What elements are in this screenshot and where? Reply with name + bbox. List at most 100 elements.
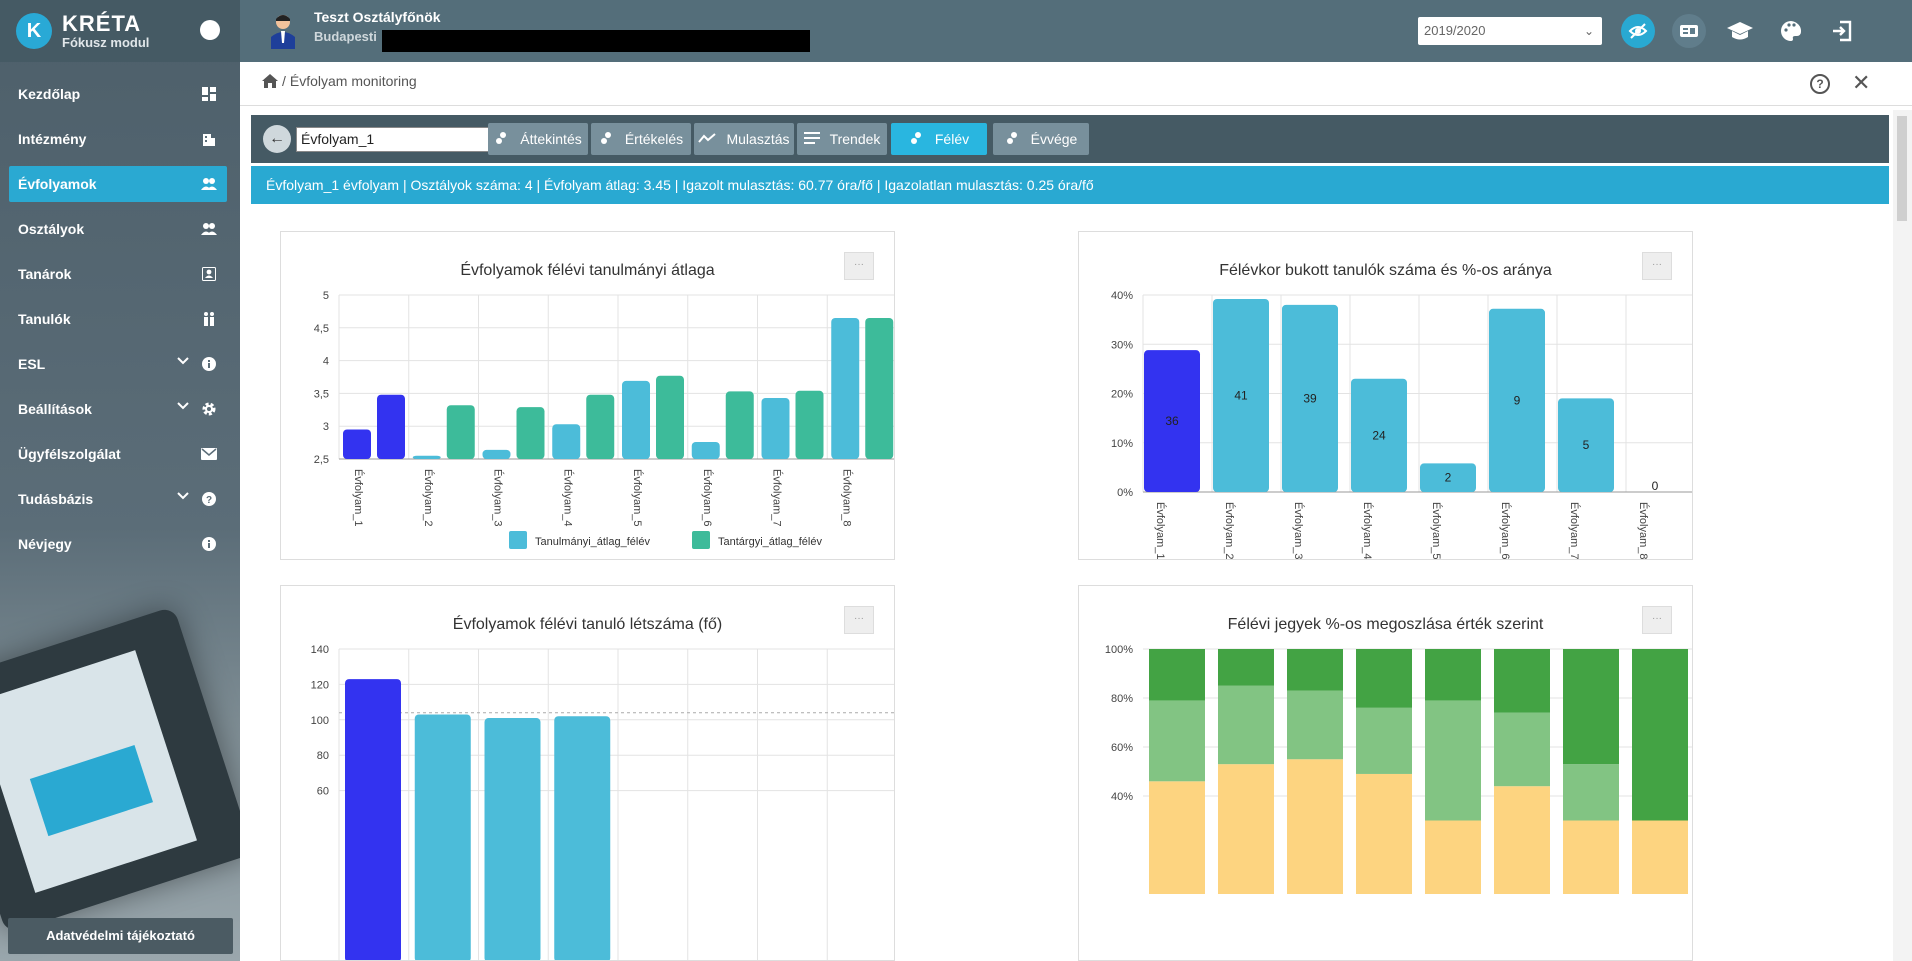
y-tick-label: 4,5	[314, 323, 329, 335]
id-card-icon[interactable]	[1672, 14, 1706, 48]
tab-label: Trendek	[829, 131, 881, 147]
chart-card-grade-distribution: 40% 60% 80% 100% Félévi jegyek %-os megoszl…	[1078, 585, 1693, 961]
stack-segment	[1287, 759, 1343, 894]
chart-title: Félévi jegyek %-os megoszlása érték szer…	[1227, 616, 1544, 633]
x-tick-label: Évfolyam_4	[561, 469, 574, 526]
grade-select-value: Évfolyam_1	[301, 131, 375, 147]
sidebar-item-label: Névjegy	[18, 536, 72, 552]
eye-off-icon[interactable]	[1621, 14, 1655, 48]
sidebar-item-8[interactable]: Ügyfélszolgálat	[9, 436, 227, 472]
contact-card-icon	[201, 266, 217, 282]
sidebar-item-5[interactable]: Tanulók	[9, 301, 227, 337]
sidebar-item-7[interactable]: Beállítások	[9, 391, 227, 427]
bar	[795, 390, 824, 459]
tab-3[interactable]: Trendek	[797, 123, 887, 155]
redacted-block	[382, 30, 810, 52]
sidebar-item-label: Tanulók	[18, 311, 71, 327]
chart-svg: 2,5 3 3,5 4 4,5 5 Évfolyam_1 Évfolyam_2 Évfolyam…	[314, 290, 894, 549]
sidebar-item-10[interactable]: Névjegy	[9, 526, 227, 562]
chart-menu-button[interactable]: ···	[844, 252, 874, 280]
summary-info-bar: Évfolyam_1 évfolyam | Osztályok száma: 4…	[251, 166, 1889, 204]
x-tick-label: Évfolyam_8	[840, 469, 853, 526]
dots-icon	[494, 131, 510, 148]
sidebar-item-6[interactable]: ESL	[9, 346, 227, 382]
previous-arrow-icon[interactable]: ←	[263, 125, 291, 153]
y-tick-label: 40%	[1111, 290, 1133, 302]
bar	[1420, 463, 1476, 492]
sidebar-toggle-button[interactable]	[200, 20, 220, 40]
x-tick-label: Évfolyam_3	[1292, 502, 1305, 559]
sidebar-item-3[interactable]: Osztályok	[9, 211, 227, 247]
y-tick-label: 10%	[1111, 438, 1133, 450]
breadcrumb-separator: /	[282, 73, 286, 89]
gear-icon	[201, 401, 217, 417]
school-year-value: 2019/2020	[1424, 23, 1486, 38]
tab-4[interactable]: Félév	[891, 123, 987, 155]
y-tick-label: 140	[311, 644, 329, 656]
stack-segment	[1494, 786, 1550, 894]
school-year-select[interactable]: 2019/2020 ⌄	[1418, 17, 1602, 45]
privacy-button[interactable]: Adatvédelmi tájékoztató	[8, 918, 233, 954]
stack-segment	[1632, 820, 1688, 894]
data-label: 36	[1165, 414, 1179, 428]
y-tick-label: 5	[323, 290, 329, 302]
tab-2[interactable]: Mulasztás	[694, 123, 794, 155]
y-tick-label: 0%	[1117, 487, 1133, 499]
logout-icon[interactable]	[1825, 14, 1859, 48]
y-tick-label: 3,5	[314, 388, 329, 400]
sidebar-item-1[interactable]: Intézmény	[9, 121, 227, 157]
chart-card-failed-students: 0% 10% 20% 30% 40% 36 41 39 24 2 9 5 0 Évfolyam_1 Évfo…	[1078, 231, 1693, 560]
sidebar-item-2[interactable]: Évfolyamok	[9, 166, 227, 202]
tab-5[interactable]: Évvége	[993, 123, 1089, 155]
scrollbar[interactable]	[1893, 110, 1912, 961]
sidebar-item-label: Intézmény	[18, 131, 87, 147]
tab-label: Évvége	[1030, 131, 1078, 147]
app-title: KRÉTA	[62, 10, 142, 36]
chart-menu-button[interactable]: ···	[844, 606, 874, 634]
scrollbar-thumb[interactable]	[1897, 116, 1907, 221]
user-name: Teszt Osztályfőnök	[314, 9, 441, 25]
close-icon[interactable]: ✕	[1852, 70, 1871, 95]
building-icon	[201, 131, 217, 147]
y-tick-label: 20%	[1111, 389, 1133, 401]
sidebar: K KRÉTA Fókusz modul Kezdőlap Intézmény Év…	[0, 0, 240, 961]
info-icon	[201, 536, 217, 552]
stack-segment	[1425, 649, 1481, 701]
sidebar-item-label: Osztályok	[18, 221, 85, 237]
legend-swatch	[509, 531, 527, 549]
stack-segment	[1287, 690, 1343, 760]
y-tick-label: 30%	[1111, 339, 1133, 351]
bar	[622, 380, 650, 459]
chart-menu-button[interactable]: ···	[1642, 252, 1672, 280]
tab-label: Félév	[934, 131, 970, 147]
stack-segment	[1218, 685, 1274, 765]
graduation-cap-icon[interactable]	[1723, 14, 1757, 48]
user-avatar	[271, 15, 295, 49]
sidebar-item-9[interactable]: Tudásbázis?	[9, 481, 227, 517]
sidebar-item-label: Beállítások	[18, 401, 92, 417]
chart-menu-button[interactable]: ···	[1642, 606, 1672, 634]
palette-icon[interactable]	[1774, 14, 1808, 48]
tab-1[interactable]: Értékelés	[591, 123, 691, 155]
x-tick-label: Évfolyam_2	[422, 469, 435, 526]
bar	[1558, 398, 1614, 492]
y-tick-label: 4	[323, 356, 329, 368]
chart-title: Évfolyamok félévi tanuló létszáma (fő)	[452, 616, 723, 633]
x-tick-label: Évfolyam_1	[352, 469, 365, 526]
students-icon	[201, 311, 217, 327]
tab-0[interactable]: Áttekintés	[488, 123, 588, 155]
tab-label: Értékelés	[624, 131, 684, 147]
sidebar-item-4[interactable]: Tanárok	[9, 256, 227, 292]
y-tick-label: 3	[323, 421, 329, 433]
breadcrumb: / Évfolyam monitoring	[262, 73, 417, 89]
x-tick-label: Évfolyam_7	[771, 469, 784, 526]
chevron-down-icon: ⌄	[1583, 24, 1594, 38]
stack-segment	[1218, 649, 1274, 686]
bar	[1144, 350, 1200, 492]
help-icon[interactable]: ?	[1810, 74, 1830, 94]
data-label: 39	[1303, 391, 1317, 405]
home-icon[interactable]	[262, 74, 278, 88]
bar	[1351, 378, 1407, 492]
sidebar-item-0[interactable]: Kezdőlap	[9, 76, 227, 112]
x-tick-label: Évfolyam_4	[1361, 502, 1374, 559]
